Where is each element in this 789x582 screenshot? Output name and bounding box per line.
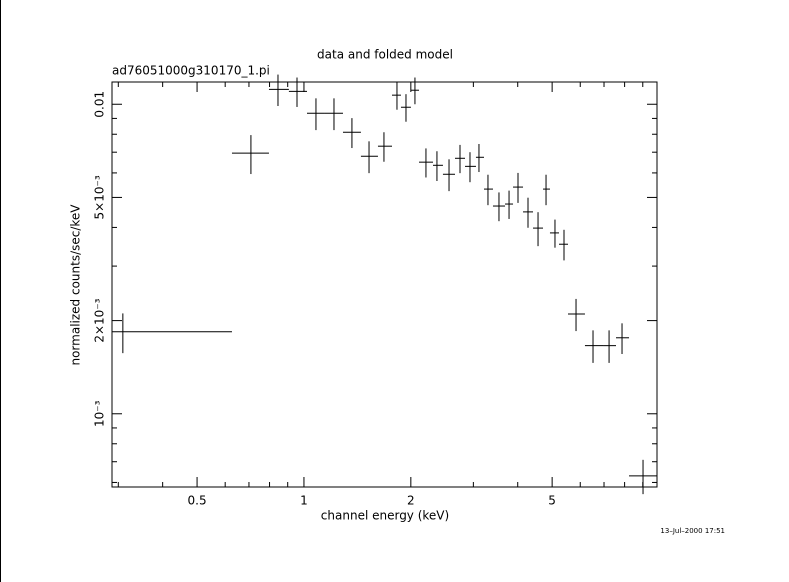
timestamp: 13–Jul–2000 17:51 [660,527,725,535]
x-tick-label: 2 [407,494,415,508]
x-tick-label: 1 [300,494,308,508]
chart-title: data and folded model [317,48,453,62]
plot-frame [111,81,658,488]
x-tick-label: 0.5 [188,494,207,508]
x-axis-label: channel energy (keV) [321,509,449,523]
x-tick-label: 5 [548,494,556,508]
y-tick-label: 0.01 [93,91,107,118]
y-tick-label: 10⁻³ [93,400,107,427]
y-tick-label: 2×10⁻³ [93,298,107,342]
y-tick-label: 5×10⁻³ [93,175,107,219]
chart-subtitle: ad76051000g310170_1.pi [112,64,270,78]
y-axis-label: normalized counts/sec/keV [69,204,83,366]
